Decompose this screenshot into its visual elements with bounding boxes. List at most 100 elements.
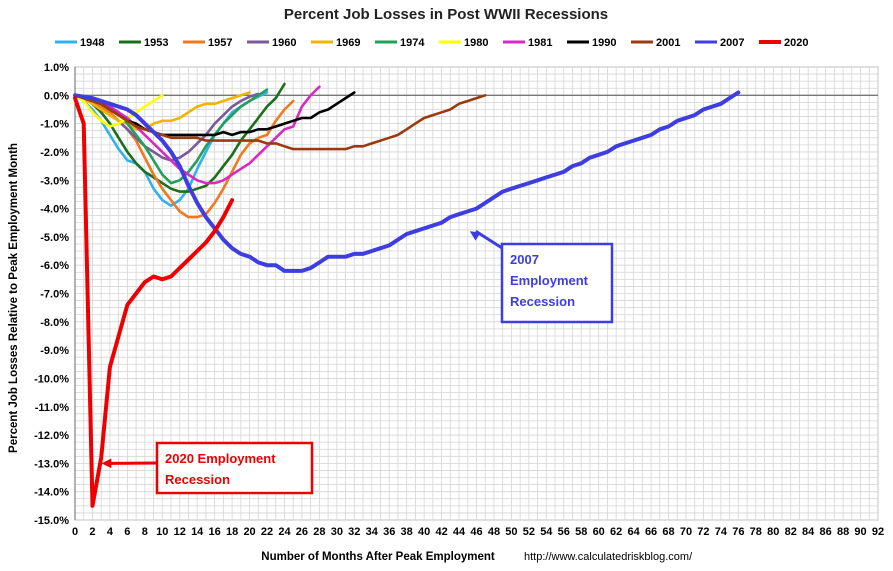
annotation-box (500, 242, 614, 324)
x-tick-label: 30 (331, 526, 343, 538)
series-line-1953 (73, 82, 286, 193)
series-line-2007 (73, 90, 741, 273)
y-tick-label: -13.0% (34, 458, 69, 470)
x-tick-label: 34 (366, 526, 379, 538)
x-tick-label: 12 (174, 526, 186, 538)
legend-label-1974: 1974 (400, 37, 425, 49)
x-tick-label: 58 (575, 526, 587, 538)
series-layer (73, 82, 741, 508)
chart-legend: 1948 1953 1957 1960 1969 1974 1980 1981 1990 2001… (55, 37, 808, 49)
series-line-1957 (73, 94, 295, 219)
y-tick-label: -14.0% (34, 487, 69, 499)
x-tick-label: 32 (348, 526, 360, 538)
x-tick-label: 26 (296, 526, 308, 538)
x-tick-label: 6 (124, 526, 130, 538)
y-tick-label: -15.0% (34, 515, 69, 527)
y-tick-label: -3.0% (40, 175, 69, 187)
x-tick-label: 22 (261, 526, 273, 538)
y-tick-label: -11.0% (35, 402, 69, 414)
series-line-1969 (73, 91, 251, 131)
y-tick-label: -2.0% (40, 147, 69, 159)
x-tick-label: 74 (715, 526, 728, 538)
legend-label-1980: 1980 (464, 37, 488, 49)
x-tick-label: 42 (435, 526, 447, 538)
x-tick-label: 40 (418, 526, 430, 538)
legend-label-1960: 1960 (272, 37, 296, 49)
x-tick-label: 28 (313, 526, 325, 538)
legend-label-1969: 1969 (336, 37, 360, 49)
series-line-2001 (73, 94, 487, 151)
annotation-text: Employment (510, 273, 589, 288)
x-tick-label: 82 (785, 526, 797, 538)
y-tick-label: -4.0% (40, 204, 69, 216)
x-tick-label: 14 (191, 526, 204, 538)
x-tick-label: 66 (645, 526, 657, 538)
x-tick-label: 78 (750, 526, 762, 538)
x-tick-label: 16 (209, 526, 221, 538)
y-tick-label: -6.0% (40, 260, 69, 272)
x-tick-label: 10 (156, 526, 168, 538)
y-tick-label: -12.0% (34, 430, 69, 442)
legend-label-1948: 1948 (80, 37, 104, 49)
x-tick-label: 0 (72, 526, 78, 538)
annotation-arrowhead (101, 458, 112, 469)
y-tick-label: -1.0% (40, 119, 69, 131)
x-axis-label: Number of Months After Peak Employment (261, 551, 495, 563)
annotation-arrow (474, 229, 503, 250)
chart-title: Percent Job Losses in Post WWII Recessio… (284, 6, 608, 23)
x-tick-label: 80 (767, 526, 779, 538)
annotation-box (155, 441, 314, 495)
x-tick-label: 18 (226, 526, 238, 538)
series-line-1980 (73, 94, 164, 128)
series-line-2020 (73, 96, 235, 508)
x-tick-label: 72 (697, 526, 709, 538)
x-tick-label: 90 (854, 526, 866, 538)
y-tick-label: 1.0% (44, 62, 69, 74)
grid (74, 66, 879, 521)
legend-label-1990: 1990 (592, 37, 616, 49)
axes: 1.0% 0.0% -1.0% -2.0% -3.0% -4.0% -5.0% -6.0% -7… (34, 62, 884, 538)
series-line-1981 (73, 85, 321, 185)
annotation-arrowhead (469, 231, 481, 241)
x-tick-label: 2 (89, 526, 95, 538)
x-tick-label: 44 (453, 526, 466, 538)
x-tick-label: 62 (610, 526, 622, 538)
x-tick-label: 84 (802, 526, 815, 538)
legend-label-1957: 1957 (208, 37, 232, 49)
x-tick-label: 8 (142, 526, 148, 538)
y-tick-label: -9.0% (40, 345, 69, 357)
x-tick-label: 54 (540, 526, 553, 538)
x-tick-label: 52 (523, 526, 535, 538)
x-tick-label: 46 (470, 526, 482, 538)
y-tick-label: -7.0% (40, 289, 69, 301)
annotations: 2007 Employment Recession 2020 Employment Re… (101, 229, 614, 495)
x-tick-label: 64 (627, 526, 640, 538)
x-tick-label: 36 (383, 526, 395, 538)
x-tick-label: 24 (278, 526, 291, 538)
x-tick-label: 76 (732, 526, 744, 538)
legend-label-2001: 2001 (656, 37, 680, 49)
annotation-text: 2007 (510, 252, 539, 267)
legend-label-1953: 1953 (144, 37, 168, 49)
annotation-text: Recession (510, 294, 575, 309)
y-tick-label: -5.0% (40, 232, 69, 244)
legend-label-2007: 2007 (720, 37, 744, 49)
ann-2020-callout: 2020 Employment Recession (101, 441, 314, 495)
x-tick-label: 50 (505, 526, 517, 538)
legend-label-1981: 1981 (528, 37, 552, 49)
y-tick-label: -8.0% (40, 317, 69, 329)
x-tick-label: 20 (243, 526, 255, 538)
annotation-text: 2020 Employment (165, 451, 276, 466)
x-tick-label: 86 (820, 526, 832, 538)
annotation-text: Recession (165, 472, 230, 487)
y-axis-label: Percent Job Losses Relative to Peak Empl… (8, 143, 20, 453)
series-line-1948 (73, 91, 269, 207)
y-tick-label: 0.0% (44, 90, 69, 102)
source-url: http://www.calculatedriskblog.com/ (524, 551, 693, 563)
x-tick-label: 92 (872, 526, 884, 538)
x-tick-label: 48 (488, 526, 500, 538)
x-tick-label: 60 (593, 526, 605, 538)
y-tick-label: -10.0% (34, 373, 69, 385)
x-tick-label: 88 (837, 526, 849, 538)
